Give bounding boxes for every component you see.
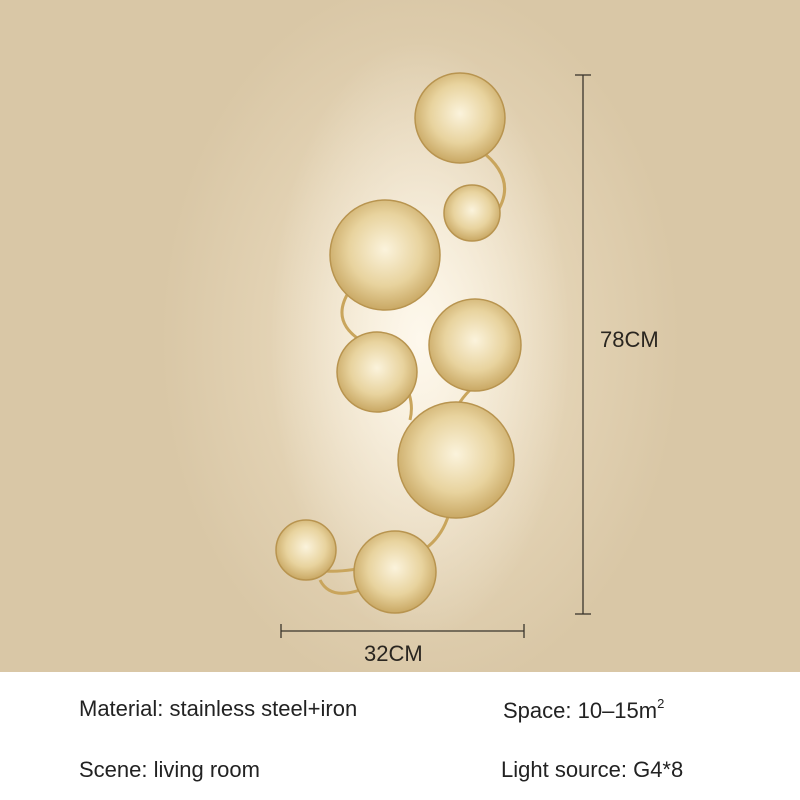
leaf xyxy=(353,530,437,614)
lotus-wall-lamp-illustration xyxy=(270,40,591,640)
leaf xyxy=(428,298,522,392)
leaf xyxy=(397,401,515,519)
spec-scene: Scene: living room xyxy=(79,757,260,782)
leaves xyxy=(275,72,522,614)
spec-space: Space: 10–15m2 xyxy=(503,696,664,724)
spec-space-superscript: 2 xyxy=(657,696,665,711)
leaf xyxy=(275,519,337,581)
product-photo: 78CM 32CM xyxy=(0,0,800,672)
height-label: 78CM xyxy=(600,327,659,352)
leaf xyxy=(414,72,506,164)
leaf xyxy=(443,184,501,242)
spec-light-source: Light source: G4*8 xyxy=(501,757,684,782)
width-label: 32CM xyxy=(364,641,423,666)
spec-space-text: Space: 10–15m xyxy=(503,698,658,723)
leaf xyxy=(336,331,418,413)
dimension-lines xyxy=(280,74,591,638)
spec-material: Material: stainless steel+iron xyxy=(79,696,358,721)
leaf xyxy=(329,199,441,311)
